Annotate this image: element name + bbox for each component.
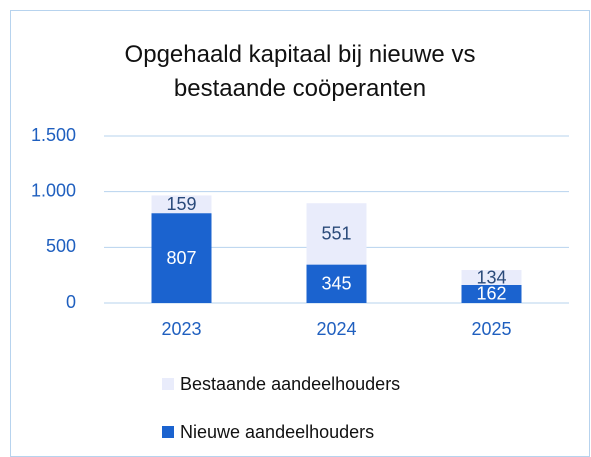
data-label: 807	[166, 248, 196, 268]
bar-segment	[151, 195, 212, 214]
legend-label: Bestaande aandeelhouders	[180, 374, 400, 394]
y-tick-label: 0	[66, 292, 76, 312]
x-tick-label: 2025	[471, 319, 511, 339]
bar-segment	[461, 270, 522, 285]
bar-segment	[306, 264, 367, 303]
data-label: 551	[321, 224, 351, 244]
x-tick-label: 2024	[316, 319, 356, 339]
bar-segment	[151, 213, 212, 303]
data-label: 345	[321, 274, 351, 294]
data-label: 162	[476, 284, 506, 304]
chart-title: Opgehaald kapitaal bij nieuwe vs bestaan…	[124, 41, 476, 102]
x-tick-label: 2023	[161, 319, 201, 339]
y-tick-label: 1.000	[31, 180, 76, 200]
legend-swatch	[162, 426, 174, 438]
legend-label: Nieuwe aandeelhouders	[180, 422, 374, 442]
bar-segment	[461, 284, 522, 303]
legend-swatch	[162, 378, 174, 390]
bar-segment	[306, 203, 367, 265]
data-label: 134	[476, 267, 506, 287]
data-label: 159	[166, 194, 196, 214]
y-tick-label: 500	[46, 236, 76, 256]
y-tick-label: 1.500	[31, 125, 76, 145]
